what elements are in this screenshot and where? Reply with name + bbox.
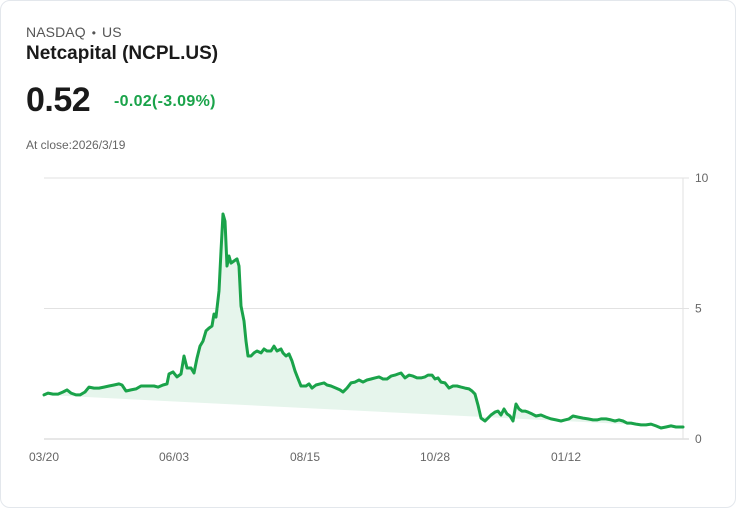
y-tick-label: 10 [695,171,709,185]
x-axis: 03/20 06/03 08/15 10/28 01/12 [29,450,581,464]
price-area-fill [44,214,683,428]
price-line [42,212,685,430]
current-price: 0.52 [26,81,91,119]
exchange-label: NASDAQ [26,24,86,40]
y-tick-label: 5 [695,302,702,316]
x-tick-label: 06/03 [159,450,189,464]
chart-gridlines [44,177,689,440]
separator-dot: • [91,26,97,40]
x-tick-label: 08/15 [290,450,320,464]
exchange-row: NASDAQ • US [26,24,122,40]
x-tick-label: 01/12 [551,450,581,464]
close-timestamp: At close:2026/3/19 [26,138,126,152]
price-change: -0.02(-3.09%) [114,93,216,110]
y-tick-label: 0 [695,432,702,446]
stock-title: Netcapital (NCPL.US) [26,43,219,64]
x-tick-label: 10/28 [420,450,450,464]
region-label: US [102,24,122,40]
x-tick-label: 03/20 [29,450,59,464]
y-axis: 0 5 10 [695,171,709,446]
